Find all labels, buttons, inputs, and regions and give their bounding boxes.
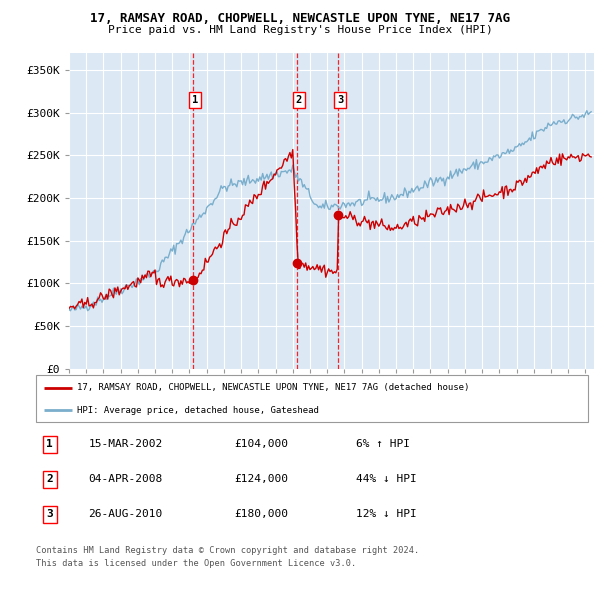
Text: £180,000: £180,000 [235, 509, 289, 519]
Text: 44% ↓ HPI: 44% ↓ HPI [356, 474, 417, 484]
Text: 2: 2 [46, 474, 53, 484]
Text: 17, RAMSAY ROAD, CHOPWELL, NEWCASTLE UPON TYNE, NE17 7AG (detached house): 17, RAMSAY ROAD, CHOPWELL, NEWCASTLE UPO… [77, 384, 470, 392]
Text: 1: 1 [46, 440, 53, 450]
Text: 3: 3 [46, 509, 53, 519]
Text: £104,000: £104,000 [235, 440, 289, 450]
Text: 04-APR-2008: 04-APR-2008 [88, 474, 163, 484]
Text: 3: 3 [337, 95, 343, 105]
Text: 6% ↑ HPI: 6% ↑ HPI [356, 440, 410, 450]
Text: 1: 1 [192, 95, 198, 105]
Text: Price paid vs. HM Land Registry's House Price Index (HPI): Price paid vs. HM Land Registry's House … [107, 25, 493, 35]
Text: 26-AUG-2010: 26-AUG-2010 [88, 509, 163, 519]
Text: Contains HM Land Registry data © Crown copyright and database right 2024.: Contains HM Land Registry data © Crown c… [36, 546, 419, 555]
Text: 2: 2 [296, 95, 302, 105]
Text: £124,000: £124,000 [235, 474, 289, 484]
Text: 12% ↓ HPI: 12% ↓ HPI [356, 509, 417, 519]
FancyBboxPatch shape [36, 375, 588, 422]
Text: 17, RAMSAY ROAD, CHOPWELL, NEWCASTLE UPON TYNE, NE17 7AG: 17, RAMSAY ROAD, CHOPWELL, NEWCASTLE UPO… [90, 12, 510, 25]
Text: 15-MAR-2002: 15-MAR-2002 [88, 440, 163, 450]
Text: HPI: Average price, detached house, Gateshead: HPI: Average price, detached house, Gate… [77, 405, 319, 415]
Text: This data is licensed under the Open Government Licence v3.0.: This data is licensed under the Open Gov… [36, 559, 356, 568]
